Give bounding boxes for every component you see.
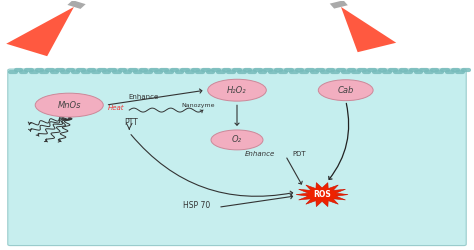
Ellipse shape: [318, 80, 373, 101]
Polygon shape: [296, 182, 348, 206]
Bar: [10, 201, 464, 209]
Polygon shape: [67, 0, 86, 9]
Bar: [10, 114, 464, 122]
Text: O₂: O₂: [232, 136, 242, 144]
Text: Heat: Heat: [108, 105, 125, 111]
Ellipse shape: [208, 79, 266, 101]
Bar: [10, 218, 464, 227]
Bar: [10, 88, 464, 96]
Bar: [10, 157, 464, 166]
Text: HSP 70: HSP 70: [182, 201, 210, 210]
Polygon shape: [341, 7, 396, 52]
Text: Enhance: Enhance: [128, 94, 159, 100]
Bar: [10, 122, 464, 131]
FancyBboxPatch shape: [8, 69, 466, 246]
Ellipse shape: [211, 130, 263, 150]
Bar: [10, 236, 464, 244]
Polygon shape: [6, 7, 74, 56]
Text: PDT: PDT: [292, 151, 306, 157]
Text: MnOs: MnOs: [57, 100, 81, 110]
Polygon shape: [330, 0, 348, 8]
Text: H₂O₂: H₂O₂: [227, 86, 247, 95]
Text: Enhance: Enhance: [245, 151, 275, 157]
Bar: [10, 210, 464, 218]
Bar: [10, 140, 464, 148]
Bar: [10, 227, 464, 236]
Bar: [10, 175, 464, 184]
Text: ROS: ROS: [313, 190, 331, 199]
Text: Cab: Cab: [337, 86, 354, 95]
Bar: [10, 70, 464, 79]
Text: PTT: PTT: [125, 118, 138, 127]
Bar: [10, 166, 464, 175]
Bar: [10, 96, 464, 105]
Bar: [10, 131, 464, 140]
Bar: [10, 105, 464, 114]
Bar: [10, 79, 464, 88]
Bar: [10, 192, 464, 201]
Ellipse shape: [35, 93, 103, 117]
Bar: [10, 148, 464, 157]
Bar: [10, 184, 464, 192]
Text: Nanozyme: Nanozyme: [182, 103, 215, 108]
